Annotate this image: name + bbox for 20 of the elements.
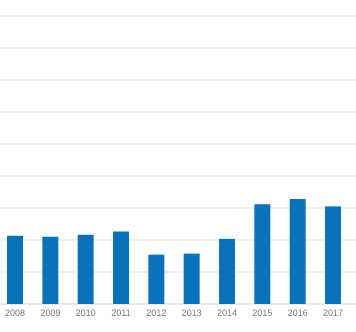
x-tick-label: 2009 — [40, 310, 60, 316]
bar — [254, 204, 270, 304]
bar — [184, 254, 200, 304]
bar — [148, 254, 164, 304]
bar — [42, 236, 58, 304]
bar — [325, 206, 342, 304]
x-tick-label: 2014 — [217, 310, 237, 316]
x-tick-label: 2015 — [252, 310, 272, 316]
bar — [290, 198, 306, 304]
x-tick-label: 2013 — [182, 310, 202, 316]
x-tick-label: 2012 — [146, 310, 166, 316]
bar — [78, 234, 94, 304]
x-tick-label: 2017 — [323, 310, 343, 316]
bar — [219, 238, 236, 304]
bar — [7, 236, 24, 304]
bar — [113, 232, 130, 304]
x-tick-label: 2011 — [112, 310, 130, 316]
x-tick-label: 2010 — [76, 310, 96, 316]
x-tick-label: 2008 — [5, 310, 25, 316]
x-tick-label: 2016 — [288, 310, 308, 316]
